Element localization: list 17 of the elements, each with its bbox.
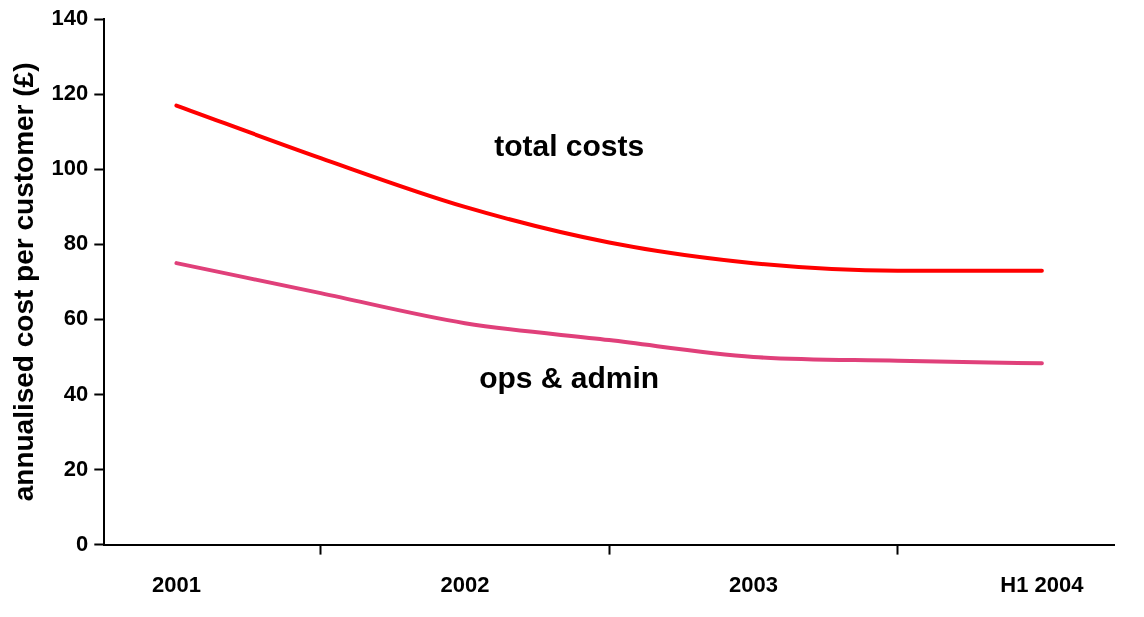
y-axis-title: annualised cost per customer (£) [7,62,39,502]
y-tick-label: 20 [63,455,89,481]
y-tick-label: 40 [63,380,89,406]
y-tick-label: 120 [51,80,89,106]
series-label: total costs [494,128,645,162]
y-tick-label: 80 [63,230,89,256]
x-tick-label: 2002 [440,571,490,597]
x-tick-label: H1 2004 [1000,571,1085,597]
y-tick-label: 0 [76,530,89,556]
series-label: ops & admin [479,361,660,395]
line-series [174,103,1044,273]
x-tick-label: 2001 [151,571,201,597]
y-tick-label: 140 [51,5,89,31]
y-tick-label: 60 [63,305,89,331]
x-tick-label: 2003 [728,571,778,597]
line-series [174,261,1044,366]
y-tick-label: 100 [51,155,89,181]
